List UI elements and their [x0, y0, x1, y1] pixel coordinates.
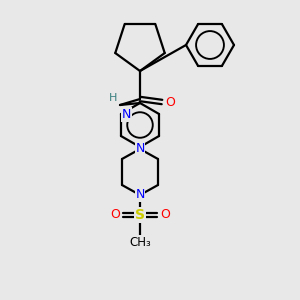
Text: H: H — [109, 93, 117, 103]
Text: O: O — [160, 208, 170, 221]
Text: O: O — [165, 95, 175, 109]
Text: O: O — [110, 208, 120, 221]
Text: N: N — [122, 108, 131, 121]
Text: S: S — [135, 208, 145, 222]
Text: CH₃: CH₃ — [129, 236, 151, 248]
Text: N: N — [135, 188, 145, 202]
Text: N: N — [135, 142, 145, 155]
